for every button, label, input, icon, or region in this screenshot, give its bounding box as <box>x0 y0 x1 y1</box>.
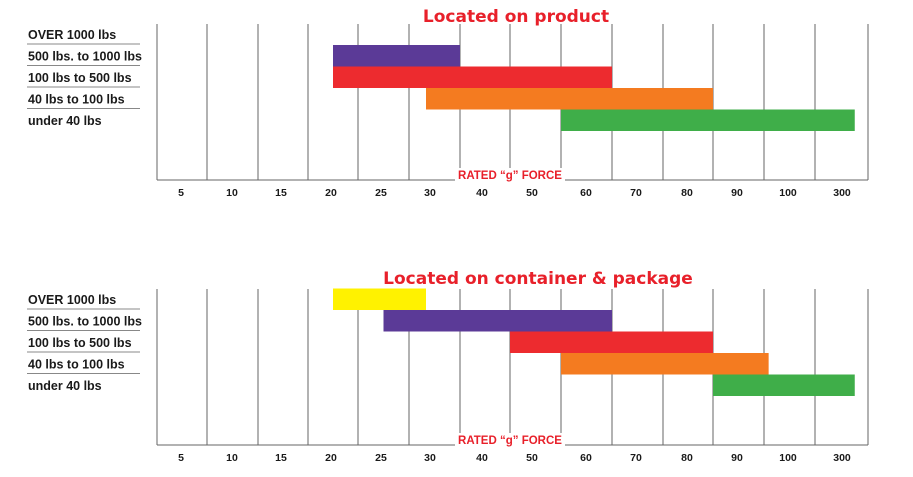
range-bar <box>510 331 713 353</box>
range-bar <box>383 310 612 332</box>
x-tick-label: 80 <box>681 187 693 199</box>
x-tick-label: 20 <box>325 452 337 464</box>
category-label: 40 lbs to 100 lbs <box>28 93 125 107</box>
x-tick-label: 30 <box>424 187 436 199</box>
x-tick-label: 5 <box>178 187 184 199</box>
x-tick-label: 40 <box>476 187 488 199</box>
x-tick-label: 100 <box>779 452 797 464</box>
x-tick-label: 5 <box>178 452 184 464</box>
chart-panel-1: Located on product OVER 1000 lbs 500 lbs. … <box>27 7 869 199</box>
category-label: OVER 1000 lbs <box>28 293 116 307</box>
x-tick-label: 70 <box>630 187 642 199</box>
x-tick-label: 25 <box>375 187 387 199</box>
x-tick-label: 50 <box>526 187 538 199</box>
x-tick-label: 20 <box>325 187 337 199</box>
range-bar <box>333 45 460 67</box>
x-tick-label: 100 <box>779 187 797 199</box>
chart-panel-2: Located on container & package OVER 1000 … <box>27 269 869 464</box>
category-label: 100 lbs to 500 lbs <box>28 71 132 85</box>
range-bar <box>333 288 426 310</box>
axis-label-bg <box>455 433 565 447</box>
x-tick-label: 300 <box>833 187 851 199</box>
x-axis-label: RATED “g” FORCE <box>458 435 562 447</box>
x-tick-label: 50 <box>526 452 538 464</box>
range-bar <box>426 88 713 110</box>
x-tick-label: 90 <box>731 452 743 464</box>
chart-title: Located on product <box>423 7 609 27</box>
category-label: 40 lbs to 100 lbs <box>28 358 125 372</box>
range-bar <box>333 66 612 88</box>
x-tick-label: 80 <box>681 452 693 464</box>
x-axis-label: RATED “g” FORCE <box>458 170 562 182</box>
category-label: under 40 lbs <box>28 379 102 393</box>
x-tick-label: 25 <box>375 452 387 464</box>
x-tick-label: 15 <box>275 452 287 464</box>
category-label: under 40 lbs <box>28 114 102 128</box>
x-tick-label: 60 <box>580 452 592 464</box>
range-bar <box>713 374 855 396</box>
category-label: 500 lbs. to 1000 lbs <box>28 315 142 329</box>
x-tick-label: 40 <box>476 452 488 464</box>
x-tick-label: 70 <box>630 452 642 464</box>
axis-label-bg <box>455 168 565 182</box>
x-tick-label: 60 <box>580 187 592 199</box>
range-bar <box>561 353 769 375</box>
category-label: 500 lbs. to 1000 lbs <box>28 50 142 64</box>
x-tick-label: 90 <box>731 187 743 199</box>
category-label: 100 lbs to 500 lbs <box>28 336 132 350</box>
x-tick-label: 10 <box>226 452 238 464</box>
category-label: OVER 1000 lbs <box>28 28 116 42</box>
x-tick-label: 30 <box>424 452 436 464</box>
x-tick-label: 10 <box>226 187 238 199</box>
x-tick-label: 300 <box>833 452 851 464</box>
range-bar <box>561 109 855 131</box>
chart-title: Located on container & package <box>383 269 693 289</box>
x-tick-label: 15 <box>275 187 287 199</box>
